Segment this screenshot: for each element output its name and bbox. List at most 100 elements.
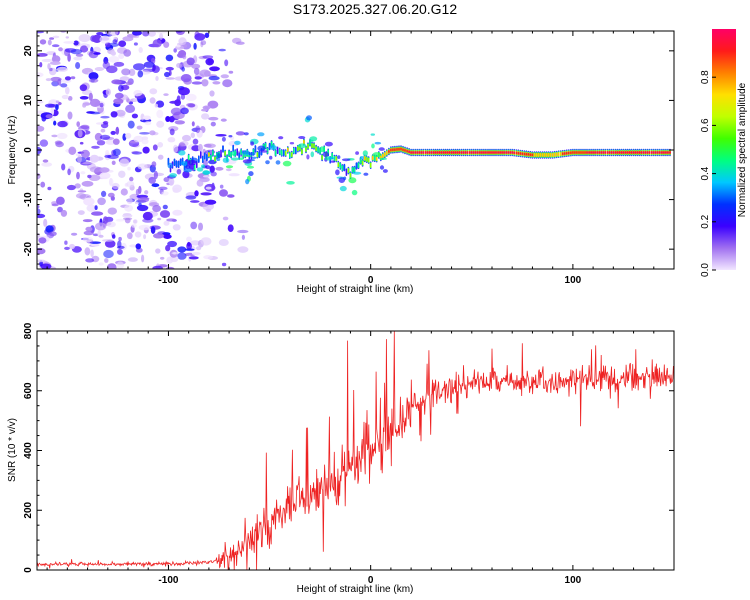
ridge-band xyxy=(301,149,303,155)
noise-blob xyxy=(99,102,104,108)
noise-blob xyxy=(138,224,151,231)
ridge-blob xyxy=(319,146,325,153)
noise-blob xyxy=(123,217,133,221)
noise-blob xyxy=(111,182,120,190)
noise-blob xyxy=(47,186,52,191)
ridge-band xyxy=(222,145,224,153)
ridge-band xyxy=(444,151,447,154)
noise-blob xyxy=(51,80,59,87)
noise-blob xyxy=(192,138,199,145)
ridge-band xyxy=(630,151,633,154)
noise-blob xyxy=(182,170,190,179)
noise-blob xyxy=(193,67,200,75)
noise-blob xyxy=(74,183,81,189)
ridge-band xyxy=(665,151,667,154)
ridge-band xyxy=(580,151,582,154)
noise-blob xyxy=(118,40,127,47)
ridge-band xyxy=(418,151,420,154)
noise-blob xyxy=(161,191,169,196)
noise-blob xyxy=(48,231,57,237)
noise-blob xyxy=(215,166,224,171)
ridge-band xyxy=(187,154,190,161)
noise-blob xyxy=(37,208,41,215)
noise-blob xyxy=(124,204,134,212)
colorbar-tick-label: 0.8 xyxy=(700,70,711,84)
noise-blob xyxy=(194,190,199,197)
noise-blob xyxy=(86,44,91,48)
noise-blob xyxy=(91,243,100,247)
ridge-band xyxy=(341,165,344,171)
noise-blob xyxy=(37,125,45,132)
noise-blob xyxy=(81,180,94,187)
ridge-blob xyxy=(169,173,178,178)
ridge-band xyxy=(382,154,384,158)
ridge-band xyxy=(632,151,635,154)
ridge-blob xyxy=(230,157,239,161)
noise-blob xyxy=(201,113,210,120)
ridge-band xyxy=(570,151,572,155)
ridge-band xyxy=(509,151,511,154)
noise-blob xyxy=(117,248,123,255)
ridge-band xyxy=(414,151,416,154)
noise-blob xyxy=(210,171,217,177)
ridge-band xyxy=(258,151,261,158)
noise-blob xyxy=(87,174,92,179)
ridge-blob xyxy=(188,159,197,166)
noise-blob xyxy=(178,87,190,96)
noise-blob xyxy=(178,142,186,147)
noise-blob xyxy=(190,200,200,203)
ridge-band xyxy=(481,151,483,154)
ridge-band xyxy=(562,152,564,156)
noise-blob xyxy=(104,258,109,263)
noise-blob xyxy=(170,107,182,116)
noise-blob xyxy=(111,234,116,239)
ridge-band xyxy=(606,151,609,154)
noise-blob xyxy=(56,132,68,140)
noise-blob xyxy=(105,150,110,155)
noise-blob xyxy=(69,243,75,250)
ridge-band xyxy=(657,151,659,154)
ridge-blob xyxy=(282,160,292,167)
ridge-band xyxy=(398,147,400,151)
noise-blob xyxy=(110,51,116,56)
ridge-band xyxy=(602,151,604,154)
y-tick-label: 0 xyxy=(23,147,34,153)
noise-blob xyxy=(196,179,204,187)
ridge-blob xyxy=(202,170,210,176)
noise-blob xyxy=(106,31,119,37)
noise-blob xyxy=(151,183,160,188)
noise-blob xyxy=(118,53,125,59)
noise-blob xyxy=(171,252,179,255)
ridge-band xyxy=(450,151,453,154)
ridge-blob xyxy=(243,132,249,136)
ridge-band xyxy=(291,152,293,157)
ridge-band xyxy=(663,151,665,154)
noise-blob xyxy=(180,107,189,115)
ridge-band xyxy=(535,153,538,157)
noise-blob xyxy=(99,134,111,140)
ridge-band xyxy=(485,151,487,154)
ridge-blob xyxy=(245,178,250,185)
ridge-band xyxy=(452,151,455,154)
noise-blob xyxy=(126,232,133,240)
noise-blob xyxy=(155,76,159,81)
noise-blob xyxy=(191,81,203,85)
ridge-band xyxy=(523,152,526,156)
noise-blob xyxy=(172,187,180,193)
ridge-band xyxy=(256,152,259,158)
ridge-band xyxy=(317,146,319,153)
ridge-blob xyxy=(265,160,270,165)
noise-blob xyxy=(167,240,178,248)
ridge-band xyxy=(547,153,550,157)
ridge-band xyxy=(353,166,356,173)
ridge-band xyxy=(388,150,390,153)
ridge-blob xyxy=(352,171,362,175)
ridge-band xyxy=(495,151,497,154)
noise-blob xyxy=(71,232,78,236)
ridge-band xyxy=(604,151,606,154)
ridge-blob xyxy=(370,133,375,136)
noise-blob xyxy=(143,234,147,240)
noise-blob xyxy=(224,59,229,67)
ridge-blob xyxy=(201,164,205,169)
ridge-band xyxy=(236,148,238,156)
